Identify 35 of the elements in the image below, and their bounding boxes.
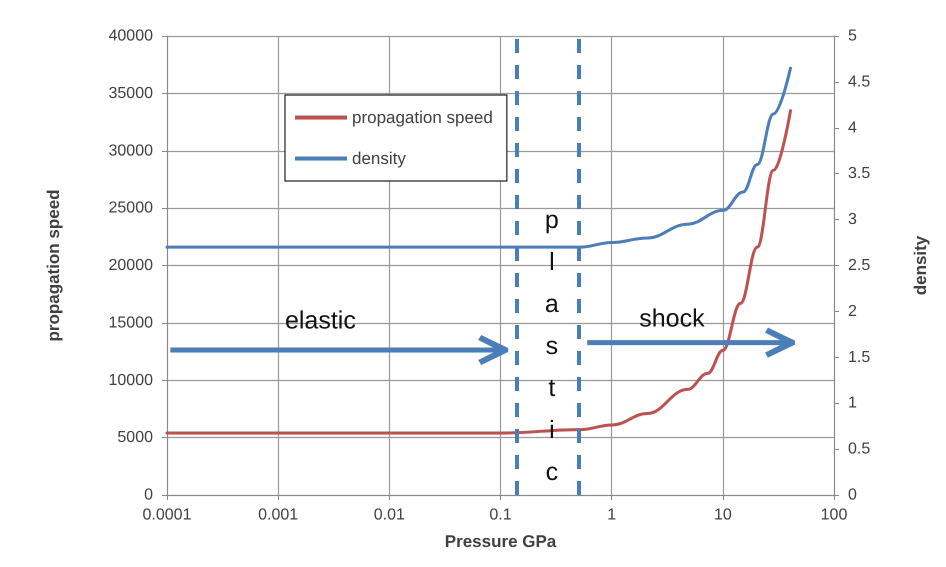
y-tick-label: 0 bbox=[144, 486, 154, 504]
annotation: elastic bbox=[284, 306, 356, 335]
x-tick-label: 1 bbox=[607, 506, 616, 524]
x-tick-label: 0.0001 bbox=[142, 506, 192, 524]
y2-tick-label: 4.5 bbox=[848, 73, 870, 90]
y2-tick-label: 5 bbox=[848, 28, 857, 44]
y2-tick-label: 4 bbox=[848, 119, 857, 136]
x-tick-label: 0.1 bbox=[489, 506, 512, 524]
y-tick-label: 5000 bbox=[117, 429, 154, 446]
legend-label: propagation speed bbox=[352, 108, 493, 127]
y2-tick-label: 0.5 bbox=[848, 440, 870, 458]
y-tick-label: 35000 bbox=[108, 84, 154, 102]
x-tick-label: 0.001 bbox=[258, 506, 298, 524]
y-tick-label: 40000 bbox=[108, 28, 154, 44]
y-tick-label: 15000 bbox=[108, 314, 154, 332]
y2-tick-label: 3.5 bbox=[848, 165, 870, 182]
y-axis-title: propagation speed bbox=[44, 189, 63, 342]
annotation: shock bbox=[639, 304, 706, 332]
y2-tick-label: 2 bbox=[848, 302, 857, 320]
y-tick-label: 25000 bbox=[108, 200, 154, 217]
legend-label: density bbox=[352, 149, 406, 168]
y2-tick-label: 2.5 bbox=[848, 257, 870, 274]
y2-tick-label: 0 bbox=[848, 486, 857, 504]
y2-tick-label: 1 bbox=[848, 394, 857, 412]
y-tick-label: 30000 bbox=[108, 142, 154, 160]
y-tick-label: 20000 bbox=[108, 257, 154, 274]
y2-tick-label: 1.5 bbox=[848, 348, 870, 366]
y-tick-label: 10000 bbox=[108, 372, 154, 389]
x-axis-title: Pressure GPa bbox=[444, 532, 557, 551]
y2-axis-title: density bbox=[911, 235, 930, 296]
annotation: plastic bbox=[544, 206, 559, 486]
x-tick-label: 10 bbox=[714, 506, 732, 524]
x-tick-label: 100 bbox=[820, 506, 848, 524]
y2-tick-label: 3 bbox=[848, 211, 857, 228]
x-tick-label: 0.01 bbox=[374, 506, 406, 524]
